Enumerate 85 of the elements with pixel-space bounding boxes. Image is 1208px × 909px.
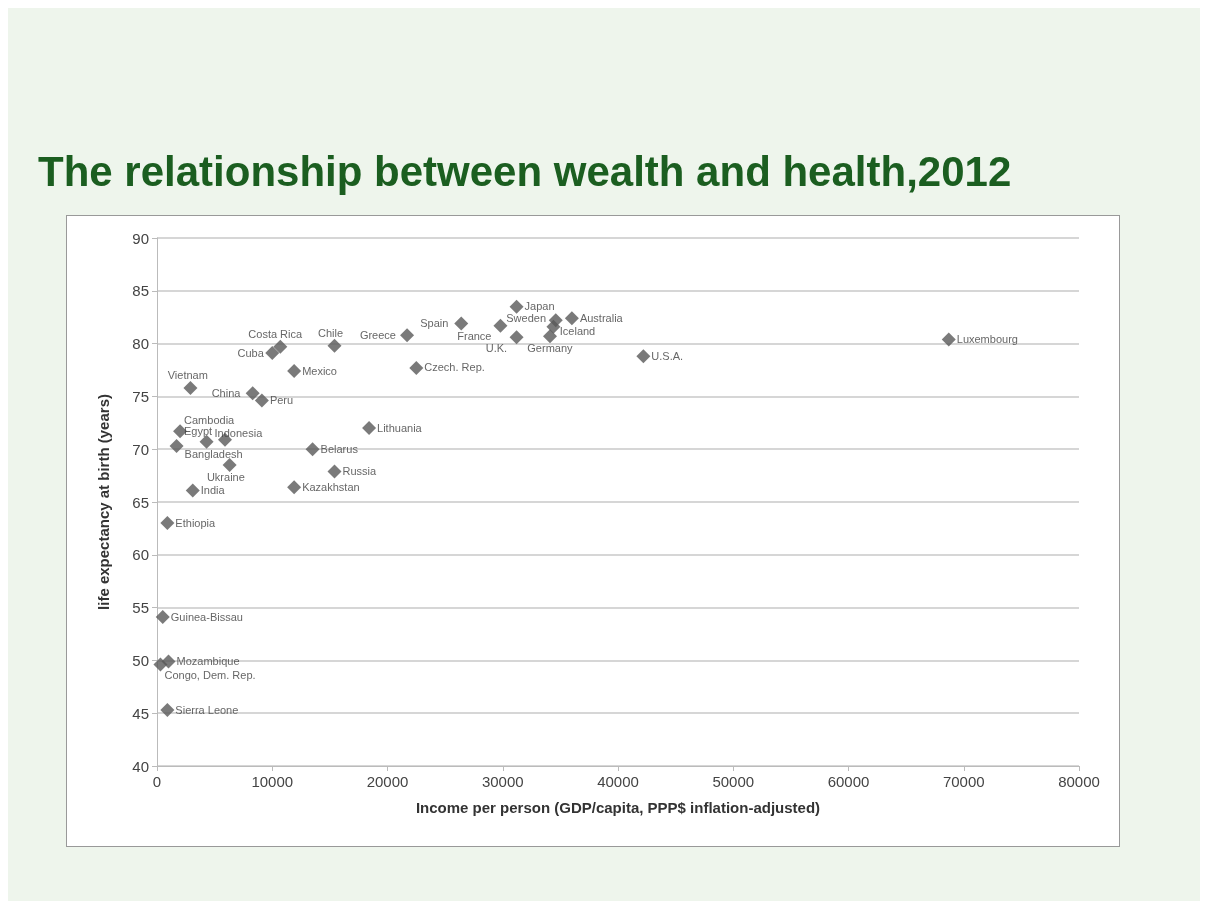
annotation: Australia: [579, 311, 624, 324]
x-tick-label: 20000: [366, 773, 409, 790]
point: [564, 311, 579, 326]
point: [160, 703, 175, 718]
annotation: Belarus: [320, 442, 359, 455]
point: [155, 610, 170, 625]
annotation: Chile: [317, 327, 344, 340]
annotation: Sierra Leone: [175, 703, 239, 716]
annotation: Spain: [420, 317, 449, 330]
annotation: Costa Rica: [248, 328, 303, 341]
y-tick-label: 60: [132, 546, 149, 564]
point: [409, 360, 424, 375]
annotation: Guinea-Bissau: [170, 610, 243, 623]
point: [169, 439, 184, 454]
point: [185, 483, 200, 498]
y-tick-label: 90: [132, 229, 149, 247]
annotation: Cambodia: [184, 413, 236, 426]
point: [183, 380, 198, 395]
point: [493, 318, 508, 333]
x-axis-title: Income per person (GDP/capita, PPP$ inflation-adjusted): [415, 799, 821, 816]
x-tick-label: 40000: [597, 773, 639, 790]
point: [287, 364, 302, 379]
annotation: Peru: [269, 394, 294, 407]
annotation: Sweden: [506, 312, 547, 325]
chart-title: The relationship between wealth and health,2012: [38, 148, 1012, 196]
point: [245, 386, 260, 401]
y-tick-label: 65: [132, 493, 149, 511]
x-tick-label: 80000: [1058, 773, 1100, 790]
annotation: Vietnam: [167, 369, 208, 382]
point: [305, 442, 320, 457]
annotation: U.S.A.: [651, 349, 684, 362]
point: [287, 480, 302, 495]
point: [509, 330, 524, 345]
annotation: Ukraine: [206, 470, 245, 483]
annotation: U.K.: [485, 341, 508, 354]
annotation: Russia: [342, 464, 377, 477]
annotation: Mexico: [302, 364, 337, 377]
x-tick-label: 60000: [827, 773, 870, 790]
annotation: Bangladesh: [184, 447, 243, 460]
annotation: Greece: [359, 328, 396, 341]
annotation: Ethiopia: [175, 516, 217, 529]
point: [160, 516, 175, 531]
annotation: Lithuania: [377, 421, 423, 434]
point: [273, 339, 288, 354]
y-tick-label: 40: [132, 757, 149, 775]
y-tick-label: 50: [132, 651, 149, 669]
x-tick-label: 0: [152, 773, 162, 790]
y-tick-label: 80: [132, 335, 149, 353]
annotation: Luxembourg: [956, 332, 1018, 345]
y-tick-label: 85: [132, 282, 149, 300]
annotation: Czech. Rep.: [424, 361, 485, 374]
point: [362, 421, 377, 436]
annotation: China: [211, 386, 242, 399]
x-tick-label: 50000: [712, 773, 755, 790]
point: [265, 346, 280, 361]
point: [153, 657, 168, 672]
y-tick-label: 55: [132, 599, 149, 617]
x-tick-label: 70000: [942, 773, 985, 790]
y-axis-title: life expectancy at birth (years): [95, 394, 112, 610]
x-tick-label: 10000: [251, 773, 294, 790]
point: [254, 393, 269, 408]
annotation: Mozambique: [176, 654, 240, 667]
y-tick-label: 70: [132, 440, 149, 458]
annotation: Indonesia: [214, 427, 264, 440]
point: [941, 332, 956, 347]
annotation: Iceland: [559, 324, 596, 337]
point: [327, 338, 342, 353]
annotation: Japan: [524, 300, 555, 313]
point: [543, 329, 557, 344]
annotation: India: [200, 483, 226, 496]
x-tick-label: 30000: [481, 773, 524, 790]
annotation: Congo, Dem. Rep.: [164, 669, 256, 682]
annotation: Egypt: [184, 425, 213, 438]
y-tick-label: 45: [132, 704, 149, 722]
annotation: Germany: [527, 341, 574, 354]
point: [327, 464, 342, 479]
annotation: Kazakhstan: [302, 480, 360, 493]
y-tick-label: 75: [132, 387, 149, 405]
annotation: France: [457, 330, 492, 343]
point: [636, 349, 651, 364]
point: [400, 328, 415, 343]
annotation: Cuba: [237, 346, 265, 359]
point: [546, 319, 561, 334]
point: [454, 316, 469, 331]
point: [509, 299, 524, 314]
